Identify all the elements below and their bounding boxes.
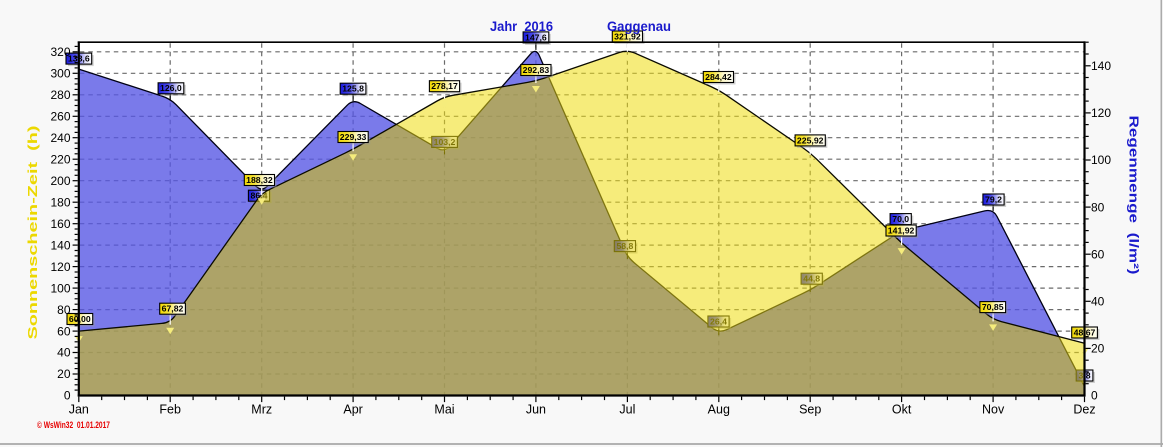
svg-text:140: 140 [50,238,70,252]
svg-text:220: 220 [50,152,70,166]
svg-text:120: 120 [1091,106,1111,120]
svg-text:284,42: 284,42 [705,72,732,82]
svg-text:Dez: Dez [1073,403,1095,417]
svg-text:60: 60 [1091,247,1105,261]
svg-text:60: 60 [57,324,71,338]
svg-text:0: 0 [64,389,71,403]
svg-text:Sonnenschein-Zeit (h): Sonnenschein-Zeit (h) [25,126,40,340]
svg-text:Mrz: Mrz [251,403,272,417]
svg-text:120: 120 [50,260,70,274]
svg-text:100: 100 [1091,153,1111,167]
svg-text:200: 200 [50,174,70,188]
svg-text:20: 20 [1091,342,1105,356]
svg-text:Mai: Mai [434,403,454,417]
svg-text:0: 0 [1091,389,1098,403]
svg-text:225,92: 225,92 [797,135,824,145]
svg-text:280: 280 [50,88,70,102]
svg-text:100: 100 [50,281,70,295]
svg-text:Jahr 2016: Jahr 2016 [490,19,553,34]
svg-text:160: 160 [50,217,70,231]
svg-text:80: 80 [57,303,71,317]
svg-text:40: 40 [57,346,71,360]
svg-text:79,2: 79,2 [985,194,1002,204]
svg-text:© WsWin32 01.01.2017: © WsWin32 01.01.2017 [37,420,110,430]
svg-text:70,0: 70,0 [892,214,909,224]
svg-text:Apr: Apr [343,403,362,417]
svg-text:321,92: 321,92 [614,31,641,41]
svg-text:300: 300 [50,67,70,81]
svg-text:126,0: 126,0 [160,83,182,93]
svg-text:Jan: Jan [69,403,89,417]
svg-text:260: 260 [50,110,70,124]
svg-text:147,6: 147,6 [525,32,547,42]
svg-text:Nov: Nov [982,403,1005,417]
svg-text:Gaggenau: Gaggenau [607,19,671,34]
svg-text:80: 80 [1091,200,1105,214]
svg-text:70,85: 70,85 [982,302,1004,312]
svg-text:278,17: 278,17 [431,81,458,91]
svg-text:240: 240 [50,131,70,145]
svg-text:Jul: Jul [619,403,635,417]
svg-text:Jun: Jun [526,403,546,417]
svg-text:20: 20 [57,367,71,381]
svg-text:40: 40 [1091,295,1105,309]
svg-text:Sep: Sep [799,403,821,417]
svg-text:Okt: Okt [892,403,912,417]
svg-text:Aug: Aug [708,403,730,417]
svg-text:Feb: Feb [159,403,181,417]
svg-text:86,4: 86,4 [251,191,268,201]
svg-text:188,32: 188,32 [246,175,273,185]
svg-text:229,33: 229,33 [340,132,367,142]
svg-text:292,83: 292,83 [523,65,550,75]
svg-text:140: 140 [1091,59,1111,73]
svg-text:Regenmenge (l/m²): Regenmenge (l/m²) [1127,116,1141,275]
svg-text:180: 180 [50,195,70,209]
svg-text:67,82: 67,82 [162,304,184,314]
svg-text:320: 320 [50,45,70,59]
svg-text:125,8: 125,8 [342,84,364,94]
svg-text:141,92: 141,92 [888,225,915,235]
